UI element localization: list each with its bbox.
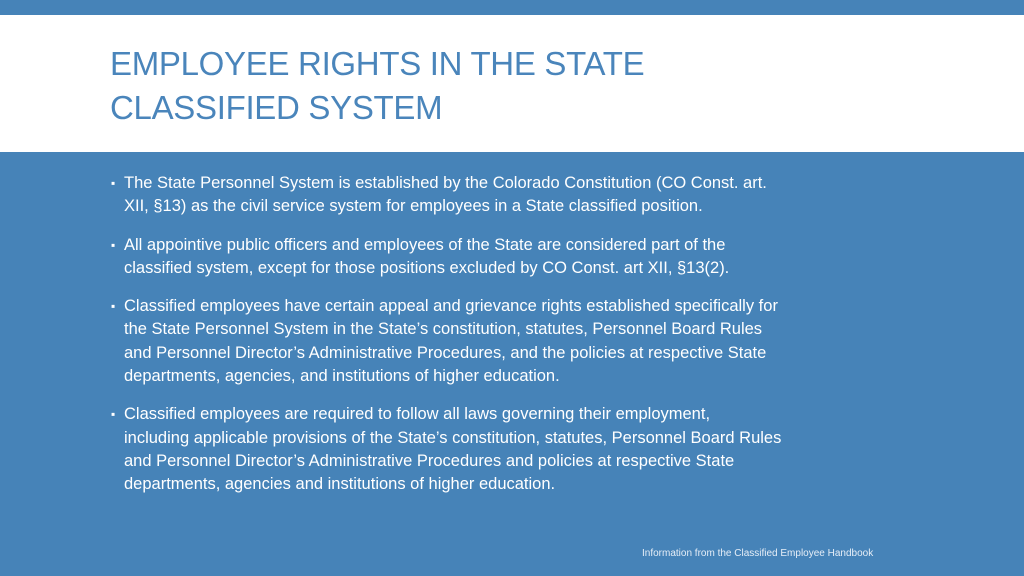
bullet-text-line: XII, §13) as the civil service system fo… [124, 197, 703, 216]
bullet-text-line: departments, agencies, and institutions … [124, 367, 560, 386]
bullet-marker-icon: ▪ [111, 176, 116, 190]
bullet-text-line: departments, agencies and institutions o… [124, 475, 556, 494]
bullet-text-line: classified system, except for those posi… [124, 258, 730, 277]
bullet-text-line: Classified employees have certain appeal… [124, 297, 778, 316]
bullet-text-line: Classified employees are required to fol… [124, 405, 711, 424]
bullet-item: ▪ The State Personnel System is establish… [108, 172, 968, 219]
bullet-text-line: The State Personnel System is establishe… [124, 174, 767, 192]
bullet-text-line: All appointive public officers and emplo… [124, 235, 726, 254]
bullet-item: ▪ All appointive public officers and empl… [108, 234, 968, 281]
title-band: EMPLOYEE RIGHTS IN THE STATE CLASSIFIED … [0, 15, 1024, 152]
bullet-text-line: and Personnel Director’s Administrative … [124, 343, 767, 362]
bullet-marker-icon: ▪ [111, 299, 116, 314]
bullet-text-line: and Personnel Director’s Administrative … [124, 451, 735, 470]
bullet-item: ▪ Classified employees are required to fo… [108, 403, 968, 496]
bullet-text-line: including applicable provisions of the S… [124, 428, 782, 447]
bullet-text-line: the State Personnel System in the State’… [124, 320, 763, 339]
bullet-marker-icon: ▪ [111, 237, 116, 252]
bullet-list: ▪ The State Personnel System is establish… [108, 172, 968, 512]
title-line: EMPLOYEE RIGHTS IN THE STATE [110, 45, 645, 82]
slide-title: EMPLOYEE RIGHTS IN THE STATE CLASSIFIED … [110, 42, 645, 130]
bullet-item: ▪ Classified employees have certain appea… [108, 295, 968, 388]
bullet-marker-icon: ▪ [111, 407, 116, 422]
title-line: CLASSIFIED SYSTEM [110, 89, 443, 126]
footer-source: Information from the Classified Employee… [642, 548, 874, 559]
